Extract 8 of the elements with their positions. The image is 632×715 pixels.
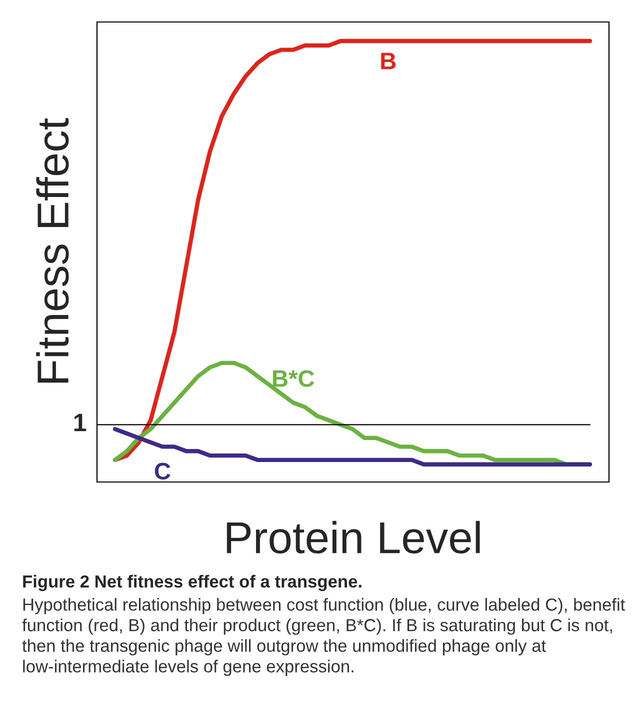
y-axis-title: Fitness Effect xyxy=(36,118,69,383)
series-label: B xyxy=(381,52,396,70)
text: Figure 2 Net fitness effect of a transgene. xyxy=(23,574,362,592)
series-label: B*C xyxy=(273,370,314,387)
text: Hypothetical relationship between cost function (blue, curve labeled C), benefit function (red, B) and their product (green, B*C). If B is saturating but C is not, then the transgenic phage will outgrow the unmodified phage only at low-intermediate levels of gene expression. xyxy=(22,598,626,676)
x-axis-title: Protein Level xyxy=(226,520,480,554)
series-label: C xyxy=(154,462,170,480)
text: 1 xyxy=(74,414,86,432)
